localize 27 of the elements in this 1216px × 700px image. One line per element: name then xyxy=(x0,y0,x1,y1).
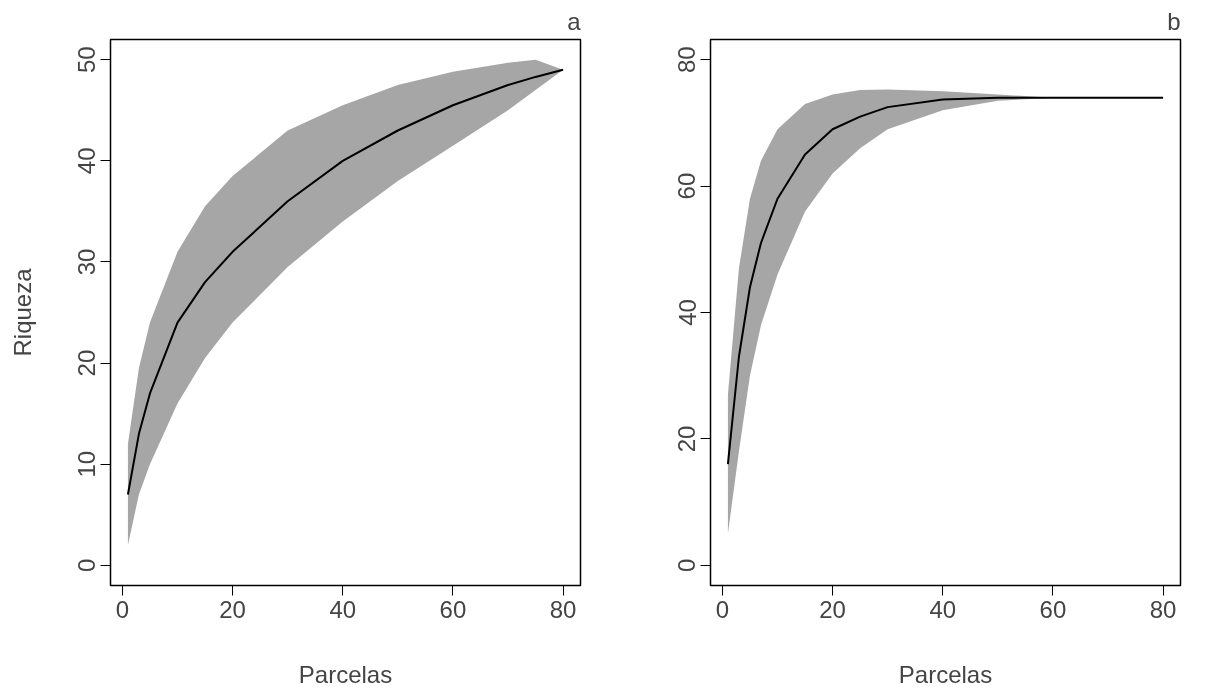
x-tick-label: 40 xyxy=(329,595,357,623)
x-tick-label: 60 xyxy=(1039,595,1067,623)
y-axis-title: Riqueza xyxy=(8,267,36,357)
x-tick-label: 0 xyxy=(115,595,130,623)
x-tick-label: 0 xyxy=(715,595,730,623)
y-tick-label: 20 xyxy=(73,349,101,377)
y-tick-label: 0 xyxy=(673,558,701,572)
y-tick-label: 40 xyxy=(673,299,701,326)
chart-title: b xyxy=(1167,7,1181,35)
line-series xyxy=(726,96,1165,466)
y-tick-label: 80 xyxy=(673,46,701,74)
x-tick-label: 40 xyxy=(929,595,957,623)
x-tick-label: 60 xyxy=(439,595,467,623)
y-tick-label: 50 xyxy=(73,46,101,74)
y-tick-label: 10 xyxy=(73,450,101,478)
x-tick-label: 20 xyxy=(819,595,846,623)
y-tick-label: 0 xyxy=(73,558,101,572)
x-axis-title: Parcelas xyxy=(298,660,393,688)
y-tick-label: 40 xyxy=(73,147,101,175)
y-tick-label: 30 xyxy=(73,248,101,276)
x-tick-label: 80 xyxy=(1149,595,1177,623)
x-axis-title: Parcelas xyxy=(898,660,993,688)
x-tick-label: 80 xyxy=(549,595,577,623)
x-tick-label: 20 xyxy=(219,595,246,623)
chart-title: a xyxy=(567,7,582,35)
y-tick-label: 60 xyxy=(673,172,701,200)
y-tick-label: 20 xyxy=(673,425,701,453)
